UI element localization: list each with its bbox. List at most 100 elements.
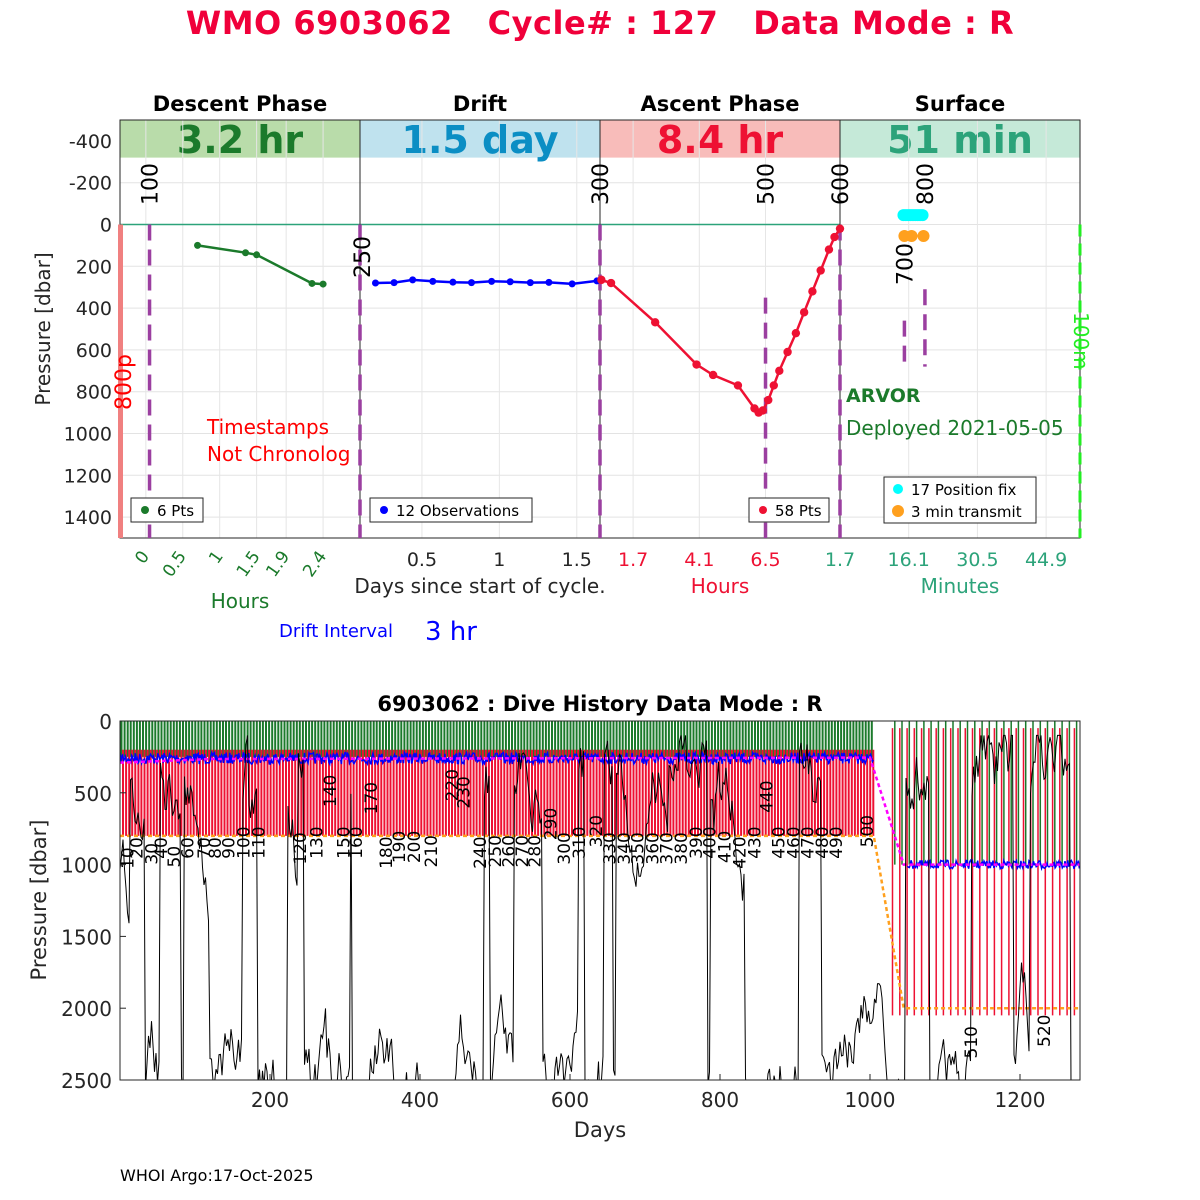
cycle-label: 330 <box>601 832 621 864</box>
cycle-label: 460 <box>785 826 805 858</box>
cycle-label: 380 <box>672 832 692 864</box>
surface-legend-fix-swatch <box>893 484 903 494</box>
cycle-label: 90 <box>220 837 240 859</box>
descent-x-tick-label: 1 <box>205 547 228 567</box>
descent-phase-title: Descent Phase <box>153 92 327 116</box>
surface-legend-tx-swatch <box>892 505 904 517</box>
ascent-x-tick-label: 1.7 <box>618 549 648 571</box>
dive-history-chart: 6903062 : Dive History Data Mode : R1020… <box>27 692 1081 1142</box>
cycle-label: 360 <box>644 832 664 864</box>
y-tick-label: 1200 <box>64 465 112 487</box>
drift-legend-box <box>369 497 533 523</box>
cycle-label: 300 <box>555 832 575 864</box>
ascent-point <box>799 308 809 317</box>
event-label: 700 <box>893 243 918 285</box>
cycle-label: 290 <box>542 808 562 840</box>
y-tick-label: 1000 <box>61 854 112 878</box>
y-tick-label: 1500 <box>61 925 112 949</box>
y-axis-label: Pressure [dbar] <box>31 252 55 405</box>
cycle-label: 490 <box>827 826 847 858</box>
plot-frame <box>119 720 1081 1081</box>
right-marker-label: 100m <box>1069 312 1093 370</box>
ascent-phase-title: Ascent Phase <box>641 92 800 116</box>
position-fix-point <box>916 209 929 222</box>
cycle-label: 70 <box>195 837 215 859</box>
cycle-label: 270 <box>513 835 533 867</box>
descent-x-tick-label: 1.5 <box>233 547 265 581</box>
surface-x-tick-label: 16.1 <box>888 549 930 571</box>
drift-x-axis-label: Days since start of cycle. <box>354 574 605 598</box>
drift-x-tick-label: 0.5 <box>407 549 437 571</box>
left-marker-label: 800p <box>112 354 137 410</box>
y-tick-label: 2000 <box>61 997 112 1021</box>
depth-trace <box>120 734 1072 1080</box>
event-label: 800 <box>914 163 939 205</box>
ascent-point <box>708 370 718 380</box>
drift-legend-swatch <box>380 506 388 514</box>
y-tick-label: 200 <box>76 256 112 278</box>
descent-legend-swatch <box>141 506 149 514</box>
cycle-label: 100 <box>235 826 255 858</box>
ascent-x-tick-label: 6.5 <box>750 549 780 571</box>
y-axis-label: Pressure [dbar] <box>27 820 51 981</box>
ascent-point <box>808 287 817 296</box>
cycle-label: 80 <box>206 837 226 859</box>
cycle-label: 420 <box>731 836 751 868</box>
descent-x-tick-label: 1.9 <box>262 547 294 581</box>
drift-duration: 1.5 day <box>402 118 559 162</box>
cycle-label: 410 <box>716 831 736 863</box>
cycle-label: 500 <box>858 815 878 847</box>
event-label: 500 <box>755 163 780 205</box>
y-tick-label: 1400 <box>64 507 112 529</box>
cycle-label: 150 <box>335 826 355 858</box>
event-label: 600 <box>829 163 854 205</box>
cycle-label: 20 <box>128 837 148 859</box>
cycle-label: 140 <box>321 775 341 807</box>
event-label: 250 <box>351 236 376 278</box>
ascent-legend-text: 58 Pts <box>775 502 822 520</box>
left-marker-bar <box>118 224 123 538</box>
surface-phase-title: Surface <box>915 92 1005 116</box>
event-label: 100 <box>139 163 164 205</box>
ascent-point <box>733 381 743 390</box>
x-tick-label: 200 <box>251 1088 289 1112</box>
drift-interval-label: Drift Interval <box>279 621 393 642</box>
descent-point <box>253 251 261 259</box>
ascent-point <box>769 381 778 390</box>
ascent-point <box>650 318 660 327</box>
y-tick-label: 0 <box>100 215 112 237</box>
drift-interval-value: 3 hr <box>425 617 477 647</box>
cycle-label: 160 <box>347 826 367 858</box>
surface-x-tick-label: 44.9 <box>1025 549 1067 571</box>
cycle-label: 470 <box>799 826 819 858</box>
ascent-point <box>835 224 845 233</box>
drift-x-tick-label: 1 <box>493 549 505 571</box>
cycle-label: 230 <box>455 776 475 808</box>
cycle-label: 200 <box>405 831 425 863</box>
cycle-label: 190 <box>390 831 410 863</box>
descent-point <box>194 241 202 249</box>
drift-duration-band <box>360 120 600 158</box>
surface-legend-tx-text: 3 min transmit <box>911 503 1022 521</box>
cycle-label: 310 <box>570 826 590 858</box>
surface-x-axis-label: Minutes <box>921 574 1000 598</box>
plot-content <box>120 721 1080 1080</box>
cycle-label: 510 <box>962 1026 982 1058</box>
surface-x-tick-label: 1.7 <box>825 549 855 571</box>
drift-point <box>409 276 417 284</box>
cycle-label: 240 <box>471 836 491 868</box>
descent-profile-bars <box>120 721 873 757</box>
cycle-label: 350 <box>629 832 649 864</box>
deployed-date: Deployed 2021-05-05 <box>846 416 1064 440</box>
cycle-label: 430 <box>746 826 766 858</box>
ascent-point <box>775 366 784 375</box>
descent-x-tick-label: 0.5 <box>159 547 191 581</box>
y-tick-label: -400 <box>69 131 112 153</box>
drift-point <box>467 279 475 287</box>
cycle-label: 440 <box>758 780 778 812</box>
drift-point <box>545 278 553 286</box>
y-tick-label: 400 <box>76 298 112 320</box>
descent-legend-text: 6 Pts <box>157 502 194 520</box>
ascent-point <box>597 275 606 285</box>
